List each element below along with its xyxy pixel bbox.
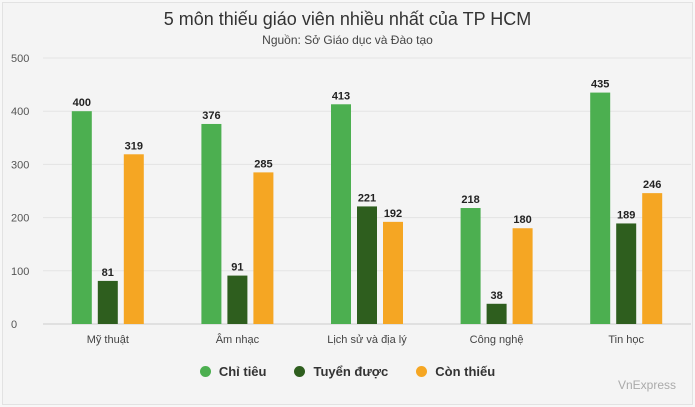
legend-dot-icon xyxy=(416,366,428,377)
bar xyxy=(486,303,507,324)
data-label: 435 xyxy=(591,79,609,91)
bar xyxy=(357,206,377,324)
legend-item-con-thieu[interactable]: Còn thiếu xyxy=(416,364,495,379)
bar-chart: 0 100 200 300 400 500 400 81 319 Mỹ thuật 376 91 285… xyxy=(11,53,691,346)
bar xyxy=(227,275,248,324)
bar xyxy=(253,172,274,324)
x-tick-label: Lịch sử và địa lý xyxy=(327,334,407,346)
y-tick-label: 0 xyxy=(11,319,17,331)
bar xyxy=(460,208,481,324)
data-label: 413 xyxy=(332,90,350,102)
y-tick-label: 100 xyxy=(11,266,29,278)
data-label: 376 xyxy=(202,110,220,122)
bar xyxy=(123,154,144,324)
bar xyxy=(642,193,663,324)
credit-text: VnExpress xyxy=(617,378,676,392)
data-label: 180 xyxy=(513,214,531,226)
data-label: 91 xyxy=(231,262,243,274)
y-tick-label: 400 xyxy=(11,106,29,118)
bar xyxy=(71,111,92,324)
data-label: 81 xyxy=(102,267,114,279)
bar xyxy=(512,228,533,324)
bar xyxy=(616,223,637,324)
bar xyxy=(97,280,118,324)
legend-item-tuyen-duoc[interactable]: Tuyển được xyxy=(294,364,388,379)
x-tick-label: Âm nhạc xyxy=(216,333,260,346)
legend-label: Chỉ tiêu xyxy=(218,364,267,379)
data-label: 218 xyxy=(461,194,479,206)
data-label: 192 xyxy=(384,208,402,220)
legend-label: Tuyển được xyxy=(313,364,389,379)
bar xyxy=(331,104,351,324)
x-tick-label: Tin học xyxy=(608,334,644,346)
bar xyxy=(201,123,222,324)
data-label: 189 xyxy=(617,209,635,221)
legend-label: Còn thiếu xyxy=(435,364,496,379)
y-tick-label: 200 xyxy=(11,213,29,225)
data-label: 400 xyxy=(73,97,91,109)
data-label: 38 xyxy=(490,290,502,302)
chart-legend: Chỉ tiêu Tuyển được Còn thiếu xyxy=(3,364,692,379)
chart-title: 5 môn thiếu giáo viên nhiều nhất của TP … xyxy=(163,9,532,29)
legend-dot-icon xyxy=(294,366,306,377)
data-label: 319 xyxy=(125,140,143,152)
bar xyxy=(590,92,611,324)
y-tick-label: 300 xyxy=(11,159,29,171)
data-label: 246 xyxy=(643,179,661,191)
legend-item-chi-tieu[interactable]: Chỉ tiêu xyxy=(199,364,267,379)
chart-subtitle: Nguồn: Sở Giáo dục và Đào tạo xyxy=(262,33,433,47)
bar xyxy=(383,221,403,324)
x-tick-label: Công nghệ xyxy=(470,334,524,346)
y-tick-label: 500 xyxy=(11,53,29,65)
legend-dot-icon xyxy=(199,366,211,377)
x-tick-label: Mỹ thuật xyxy=(87,334,129,346)
data-label: 221 xyxy=(358,192,376,204)
data-label: 285 xyxy=(254,158,272,170)
